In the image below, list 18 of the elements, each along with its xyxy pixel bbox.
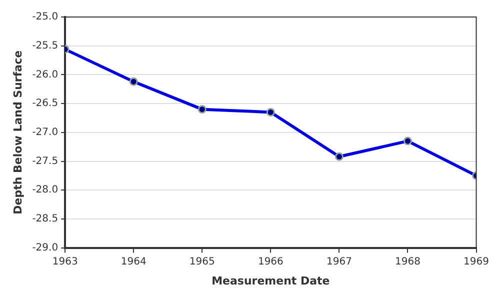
x-tick-label: 1964: [120, 256, 146, 268]
x-tick-label: 1966: [258, 256, 284, 268]
x-tick-label: 1968: [395, 256, 420, 268]
y-tick-label: -25.0: [32, 12, 58, 23]
y-tick-label: -26.0: [32, 69, 58, 80]
y-tick-label: -28.0: [32, 184, 58, 196]
x-tick-label: 1969: [464, 256, 489, 268]
y-tick-label: -26.5: [32, 98, 58, 110]
x-tick-label: 1965: [189, 256, 215, 268]
x-axis-title: Measurement Date: [212, 274, 330, 288]
x-tick-label: 1967: [326, 256, 352, 268]
y-tick-label: -28.5: [32, 214, 58, 225]
y-axis-title: Depth Below Land Surface: [11, 50, 24, 214]
y-tick-label: -29.0: [32, 242, 58, 254]
y-tick-label: -27.5: [32, 156, 58, 167]
x-tick-label: 1963: [52, 256, 78, 268]
y-tick-label: -27.0: [32, 126, 58, 138]
y-tick-label: -25.5: [32, 40, 58, 52]
